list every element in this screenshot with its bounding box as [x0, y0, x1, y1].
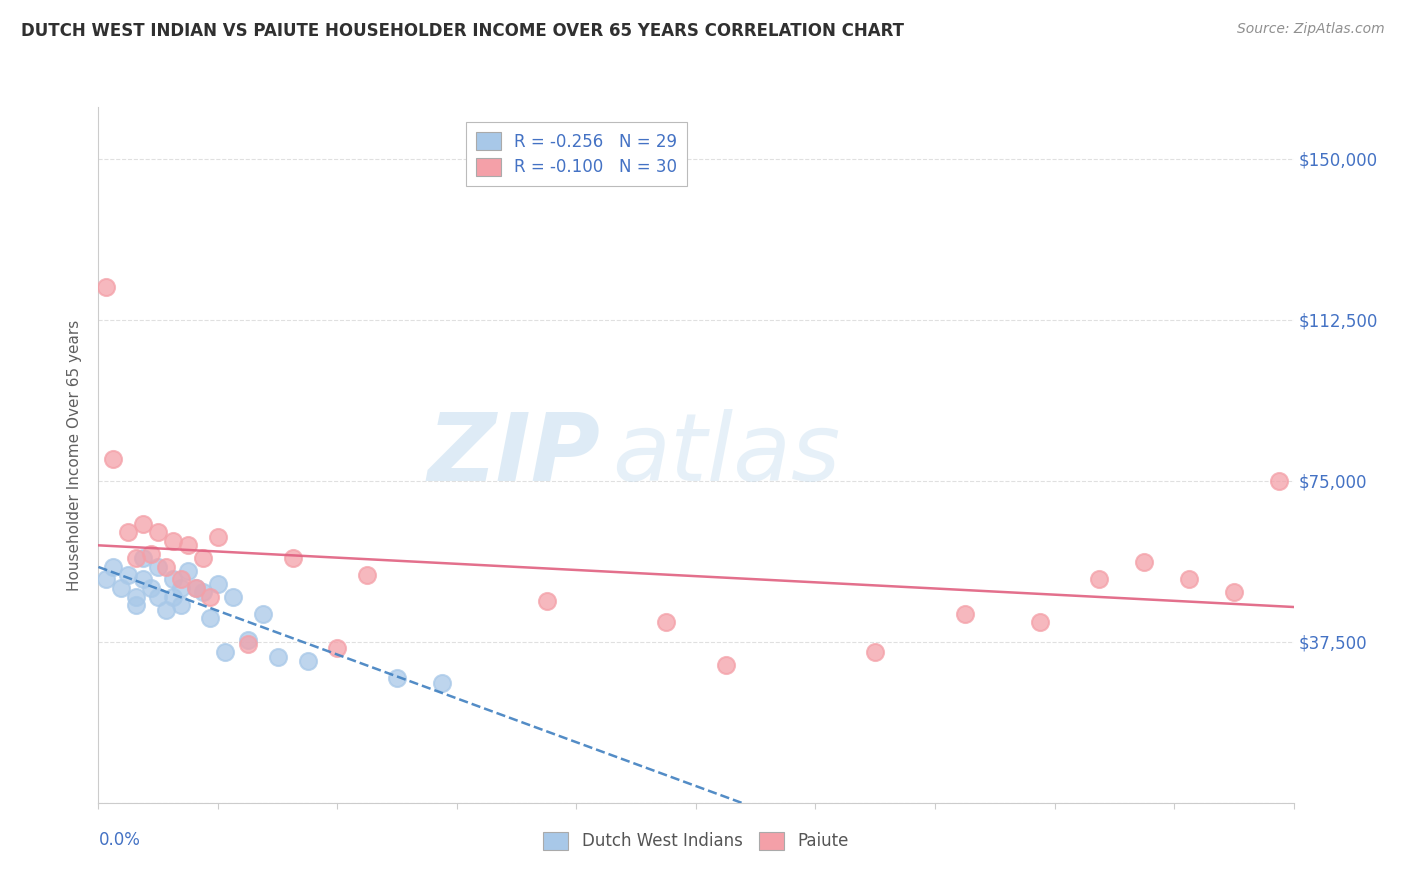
Point — [139, 547, 162, 561]
Point — [207, 576, 229, 591]
Point — [1178, 573, 1201, 587]
Point — [169, 573, 191, 587]
Point — [184, 581, 207, 595]
Point — [281, 551, 304, 566]
Point — [94, 573, 117, 587]
Point — [200, 590, 222, 604]
Point — [155, 602, 177, 616]
Point — [1133, 555, 1156, 569]
Point — [236, 637, 259, 651]
Point — [125, 599, 148, 613]
Point — [155, 559, 177, 574]
Point — [132, 551, 155, 566]
Point — [385, 671, 409, 685]
Point — [655, 615, 678, 630]
Y-axis label: Householder Income Over 65 years: Householder Income Over 65 years — [67, 319, 83, 591]
Point — [169, 581, 191, 595]
Point — [117, 525, 139, 540]
Point — [103, 559, 125, 574]
Point — [953, 607, 976, 621]
Text: Source: ZipAtlas.com: Source: ZipAtlas.com — [1237, 22, 1385, 37]
Point — [191, 585, 214, 599]
Point — [94, 280, 117, 294]
Point — [536, 594, 558, 608]
Point — [1088, 573, 1111, 587]
Point — [125, 590, 148, 604]
Text: 0.0%: 0.0% — [98, 830, 141, 848]
Point — [356, 568, 378, 582]
Point — [162, 590, 184, 604]
Point — [326, 641, 349, 656]
Text: atlas: atlas — [613, 409, 841, 500]
Point — [1267, 474, 1289, 488]
Point — [125, 551, 148, 566]
Point — [162, 573, 184, 587]
Point — [222, 590, 245, 604]
Text: DUTCH WEST INDIAN VS PAIUTE HOUSEHOLDER INCOME OVER 65 YEARS CORRELATION CHART: DUTCH WEST INDIAN VS PAIUTE HOUSEHOLDER … — [21, 22, 904, 40]
Point — [117, 568, 139, 582]
Point — [110, 581, 132, 595]
Point — [177, 538, 200, 552]
Point — [139, 581, 162, 595]
Point — [207, 529, 229, 543]
Point — [200, 611, 222, 625]
Point — [1223, 585, 1246, 599]
Point — [267, 649, 290, 664]
Point — [103, 452, 125, 467]
Point — [148, 559, 170, 574]
Text: ZIP: ZIP — [427, 409, 600, 501]
Legend: Dutch West Indians, Paiute: Dutch West Indians, Paiute — [537, 825, 855, 857]
Point — [1028, 615, 1050, 630]
Point — [132, 573, 155, 587]
Point — [162, 533, 184, 548]
Point — [191, 551, 214, 566]
Point — [184, 581, 207, 595]
Point — [430, 675, 453, 690]
Point — [148, 590, 170, 604]
Point — [865, 645, 887, 659]
Point — [177, 564, 200, 578]
Point — [714, 658, 737, 673]
Point — [214, 645, 236, 659]
Point — [132, 516, 155, 531]
Point — [148, 525, 170, 540]
Point — [297, 654, 319, 668]
Point — [252, 607, 274, 621]
Point — [236, 632, 259, 647]
Point — [169, 599, 191, 613]
